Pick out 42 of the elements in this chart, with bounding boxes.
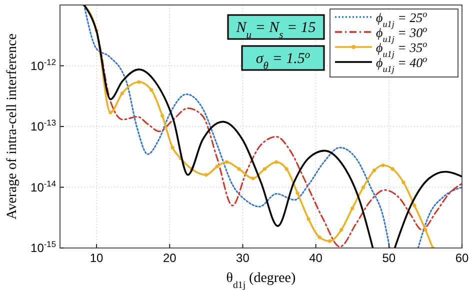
point: [215, 164, 219, 168]
point: [402, 180, 406, 184]
y-tick-label: 10$^{-13}$: [30, 118, 56, 134]
point: [120, 92, 124, 96]
x-tick-label: 60: [455, 251, 469, 265]
point: [381, 163, 385, 168]
y-tick-label: 10$^{-15}$: [30, 239, 56, 255]
y-tick-label: 10$^{-12}$: [30, 56, 56, 73]
x-tick-label: 40: [309, 251, 323, 265]
point: [350, 206, 354, 210]
point: [412, 204, 416, 208]
point: [108, 110, 112, 114]
point: [262, 167, 266, 171]
point: [251, 176, 255, 180]
point: [340, 228, 344, 232]
x-tick-label: 30: [236, 251, 250, 265]
y-tick-label: 10$^{-14}$: [30, 178, 56, 194]
point: [224, 160, 228, 164]
point: [328, 239, 332, 243]
point: [390, 167, 394, 171]
point: [306, 217, 310, 221]
x-tick-label: 20: [162, 251, 177, 265]
point: [204, 173, 208, 177]
point: [237, 167, 241, 171]
point: [274, 160, 278, 164]
annotation: N$_{u}$ = N$_{s}$ = 15: [235, 20, 316, 40]
y-axis-title: Average of intra-cell interference: [5, 34, 20, 220]
legend-label: ϕ$_{u1j}$ = 25$^{o}$: [376, 9, 428, 29]
point: [160, 114, 164, 118]
point: [424, 228, 428, 232]
x-tick-label: 10: [90, 251, 104, 265]
point: [362, 185, 366, 190]
point: [150, 88, 154, 92]
point: [318, 236, 322, 240]
x-axis-title: θ$_{d1j}$ (degree): [226, 271, 296, 290]
point: [372, 168, 376, 172]
point: [137, 80, 141, 84]
point: [284, 167, 288, 171]
annotation: σ$_{θ}$ = 1.5$^{o}$: [256, 50, 310, 72]
point: [170, 146, 174, 150]
point: [296, 191, 300, 195]
x-tick-label: 50: [382, 251, 396, 265]
